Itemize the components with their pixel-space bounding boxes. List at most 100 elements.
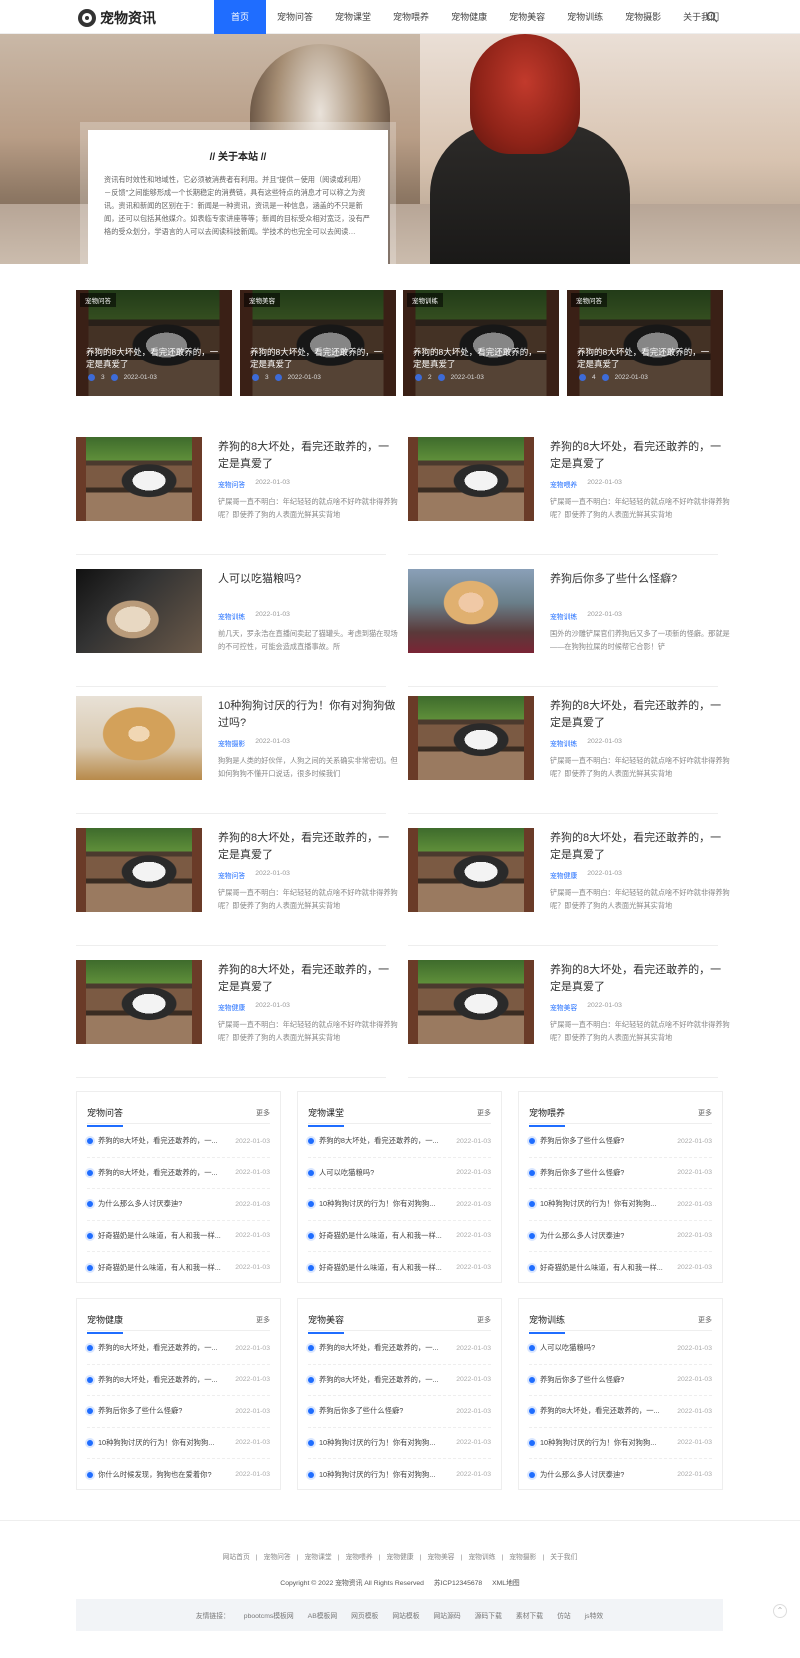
post-item[interactable]: 养狗的8大坏处，看完还敢养的，一定是真爱了 宠物美容 2022-01-03 铲屎哥一直… bbox=[408, 960, 733, 1078]
post-thumbnail[interactable] bbox=[76, 696, 202, 780]
post-item[interactable]: 10种狗狗讨厌的行为！你有对狗狗做过吗? 宠物摄影 2022-01-03 狗狗是人类的… bbox=[76, 696, 401, 814]
list-item-title[interactable]: 好奇猫奶是什么味道，有人和我一样... bbox=[98, 1230, 221, 1240]
list-item[interactable]: 养狗后你多了些什么怪癖? 2022-01-03 bbox=[308, 1396, 491, 1428]
post-category[interactable]: 宠物摄影 bbox=[218, 741, 246, 748]
list-item-title[interactable]: 养狗的8大坏处，看完还敢养的，一... bbox=[98, 1136, 218, 1146]
post-title[interactable]: 人可以吃猫粮吗? bbox=[218, 573, 302, 585]
list-item[interactable]: 为什么那么多人讨厌泰迪? 2022-01-03 bbox=[87, 1189, 270, 1221]
post-title[interactable]: 养狗的8大坏处，看完还敢养的，一定是真爱了 bbox=[218, 964, 390, 993]
box-title[interactable]: 宠物问答 bbox=[87, 1106, 124, 1127]
featured-title[interactable]: 养狗的8大坏处，看完还敢养的，一定是真爱了 bbox=[86, 347, 219, 369]
sitemap-link[interactable]: XML地图 bbox=[492, 1580, 520, 1587]
list-item[interactable]: 10种狗狗讨厌的行为！你有对狗狗... 2022-01-03 bbox=[529, 1189, 712, 1221]
footer-link[interactable]: 宠物训练 bbox=[468, 1554, 496, 1561]
post-thumbnail[interactable] bbox=[408, 960, 534, 1044]
back-to-top-button[interactable]: ⌃ bbox=[773, 1604, 787, 1618]
post-category[interactable]: 宠物问答 bbox=[218, 482, 246, 489]
list-item[interactable]: 10种狗狗讨厌的行为！你有对狗狗... 2022-01-03 bbox=[308, 1428, 491, 1459]
search-icon[interactable] bbox=[706, 11, 718, 23]
nav-item[interactable]: 宠物美容 bbox=[509, 12, 546, 22]
nav-item[interactable]: 关于我们 bbox=[683, 12, 720, 22]
list-item[interactable]: 10种狗狗讨厌的行为！你有对狗狗... 2022-01-03 bbox=[308, 1459, 491, 1491]
list-item-title[interactable]: 养狗后你多了些什么怪癖? bbox=[98, 1406, 183, 1416]
featured-title[interactable]: 养狗的8大坏处，看完还敢养的，一定是真爱了 bbox=[250, 347, 383, 369]
more-link[interactable]: 更多 bbox=[698, 1110, 712, 1117]
post-title[interactable]: 10种狗狗讨厌的行为！你有对狗狗做过吗? bbox=[218, 700, 396, 729]
list-item-title[interactable]: 10种狗狗讨厌的行为！你有对狗狗... bbox=[98, 1437, 215, 1447]
post-title[interactable]: 养狗的8大坏处，看完还敢养的，一定是真爱了 bbox=[550, 700, 722, 729]
list-item-title[interactable]: 养狗后你多了些什么怪癖? bbox=[319, 1406, 404, 1416]
list-item[interactable]: 养狗的8大坏处，看完还敢养的，一... 2022-01-03 bbox=[308, 1333, 491, 1365]
list-item[interactable]: 养狗后你多了些什么怪癖? 2022-01-03 bbox=[529, 1126, 712, 1158]
nav-item[interactable]: 宠物课堂 bbox=[335, 12, 372, 22]
footer-link[interactable]: 宠物喂养 bbox=[345, 1554, 373, 1561]
icp-link[interactable]: 苏ICP12345678 bbox=[433, 1580, 483, 1587]
post-item[interactable]: 养狗的8大坏处，看完还敢养的，一定是真爱了 宠物健康 2022-01-03 铲屎哥一直… bbox=[76, 960, 401, 1078]
post-item[interactable]: 养狗的8大坏处，看完还敢养的，一定是真爱了 宠物问答 2022-01-03 铲屎哥一直… bbox=[76, 828, 401, 946]
list-item-title[interactable]: 养狗的8大坏处，看完还敢养的，一... bbox=[319, 1374, 439, 1384]
post-item[interactable]: 养狗的8大坏处，看完还敢养的，一定是真爱了 宠物健康 2022-01-03 铲屎哥一直… bbox=[408, 828, 733, 946]
friend-link[interactable]: js特效 bbox=[584, 1613, 604, 1620]
list-item[interactable]: 养狗的8大坏处，看完还敢养的，一... 2022-01-03 bbox=[87, 1158, 270, 1189]
friend-link[interactable]: 网站源码 bbox=[433, 1613, 461, 1620]
post-title[interactable]: 养狗后你多了些什么怪癖? bbox=[550, 573, 678, 585]
list-item-title[interactable]: 你什么时候发现，狗狗也在爱着你? bbox=[98, 1469, 212, 1479]
post-title[interactable]: 养狗的8大坏处，看完还敢养的，一定是真爱了 bbox=[218, 441, 390, 470]
list-item[interactable]: 好奇猫奶是什么味道，有人和我一样... 2022-01-03 bbox=[308, 1221, 491, 1252]
footer-link[interactable]: 宠物健康 bbox=[386, 1554, 414, 1561]
post-category[interactable]: 宠物喂养 bbox=[550, 482, 578, 489]
list-item-title[interactable]: 人可以吃猫粮吗? bbox=[319, 1167, 375, 1177]
post-thumbnail[interactable] bbox=[408, 437, 534, 521]
list-item[interactable]: 为什么那么多人讨厌泰迪? 2022-01-03 bbox=[529, 1459, 712, 1491]
footer-link[interactable]: 网站首页 bbox=[222, 1554, 250, 1561]
more-link[interactable]: 更多 bbox=[698, 1317, 712, 1324]
post-thumbnail[interactable] bbox=[76, 437, 202, 521]
featured-tag[interactable]: 宠物问答 bbox=[80, 293, 116, 307]
post-category[interactable]: 宠物健康 bbox=[218, 1005, 246, 1012]
post-item[interactable]: 养狗的8大坏处，看完还敢养的，一定是真爱了 宠物训练 2022-01-03 铲屎哥一直… bbox=[408, 696, 733, 814]
footer-link[interactable]: 宠物问答 bbox=[263, 1554, 291, 1561]
friend-link[interactable]: pbootcms模板网 bbox=[243, 1613, 294, 1620]
post-thumbnail[interactable] bbox=[76, 569, 202, 653]
list-item-title[interactable]: 养狗的8大坏处，看完还敢养的，一... bbox=[540, 1406, 660, 1416]
list-item[interactable]: 好奇猫奶是什么味道，有人和我一样... 2022-01-03 bbox=[87, 1221, 270, 1252]
list-item[interactable]: 养狗的8大坏处，看完还敢养的，一... 2022-01-03 bbox=[87, 1333, 270, 1365]
list-item-title[interactable]: 为什么那么多人讨厌泰迪? bbox=[540, 1230, 625, 1240]
post-thumbnail[interactable] bbox=[408, 696, 534, 780]
post-item[interactable]: 人可以吃猫粮吗? 宠物训练 2022-01-03 前几天，罗永浩在直播间卖起了猫罐头。… bbox=[76, 569, 401, 687]
list-item[interactable]: 人可以吃猫粮吗? 2022-01-03 bbox=[529, 1333, 712, 1365]
list-item[interactable]: 好奇猫奶是什么味道，有人和我一样... 2022-01-03 bbox=[529, 1252, 712, 1284]
list-item-title[interactable]: 养狗后你多了些什么怪癖? bbox=[540, 1136, 625, 1146]
list-item-title[interactable]: 10种狗狗讨厌的行为！你有对狗狗... bbox=[319, 1437, 436, 1447]
more-link[interactable]: 更多 bbox=[477, 1317, 491, 1324]
list-item[interactable]: 养狗后你多了些什么怪癖? 2022-01-03 bbox=[87, 1396, 270, 1428]
featured-title[interactable]: 养狗的8大坏处，看完还敢养的，一定是真爱了 bbox=[577, 347, 710, 369]
list-item-title[interactable]: 10种狗狗讨厌的行为！你有对狗狗... bbox=[540, 1437, 657, 1447]
list-item-title[interactable]: 好奇猫奶是什么味道，有人和我一样... bbox=[319, 1230, 442, 1240]
post-item[interactable]: 养狗后你多了些什么怪癖? 宠物训练 2022-01-03 国外的沙雕铲屎官们养狗后又多… bbox=[408, 569, 733, 687]
list-item[interactable]: 养狗的8大坏处，看完还敢养的，一... 2022-01-03 bbox=[529, 1396, 712, 1428]
list-item-title[interactable]: 人可以吃猫粮吗? bbox=[540, 1343, 596, 1353]
nav-item[interactable]: 宠物喂养 bbox=[393, 12, 430, 22]
post-category[interactable]: 宠物训练 bbox=[218, 614, 246, 621]
box-title[interactable]: 宠物喂养 bbox=[529, 1106, 566, 1127]
featured-card[interactable]: 宠物问答 养狗的8大坏处，看完还敢养的，一定是真爱了 3 2022-01-03 bbox=[76, 290, 232, 396]
list-item[interactable]: 养狗后你多了些什么怪癖? 2022-01-03 bbox=[529, 1365, 712, 1396]
box-title[interactable]: 宠物训练 bbox=[529, 1313, 566, 1334]
box-title[interactable]: 宠物健康 bbox=[87, 1313, 124, 1334]
list-item[interactable]: 养狗后你多了些什么怪癖? 2022-01-03 bbox=[529, 1158, 712, 1189]
footer-link[interactable]: 关于我们 bbox=[550, 1554, 578, 1561]
list-item[interactable]: 养狗的8大坏处，看完还敢养的，一... 2022-01-03 bbox=[308, 1126, 491, 1158]
post-thumbnail[interactable] bbox=[408, 828, 534, 912]
list-item-title[interactable]: 养狗后你多了些什么怪癖? bbox=[540, 1167, 625, 1177]
post-category[interactable]: 宠物美容 bbox=[550, 1005, 578, 1012]
list-item[interactable]: 你什么时候发现，狗狗也在爱着你? 2022-01-03 bbox=[87, 1459, 270, 1491]
post-thumbnail[interactable] bbox=[76, 960, 202, 1044]
post-title[interactable]: 养狗的8大坏处，看完还敢养的，一定是真爱了 bbox=[550, 964, 722, 993]
footer-link[interactable]: 宠物课堂 bbox=[304, 1554, 332, 1561]
list-item[interactable]: 养狗的8大坏处，看完还敢养的，一... 2022-01-03 bbox=[87, 1365, 270, 1396]
post-category[interactable]: 宠物训练 bbox=[550, 741, 578, 748]
list-item-title[interactable]: 养狗的8大坏处，看完还敢养的，一... bbox=[98, 1374, 218, 1384]
list-item-title[interactable]: 10种狗狗讨厌的行为！你有对狗狗... bbox=[319, 1199, 436, 1209]
post-category[interactable]: 宠物问答 bbox=[218, 873, 246, 880]
